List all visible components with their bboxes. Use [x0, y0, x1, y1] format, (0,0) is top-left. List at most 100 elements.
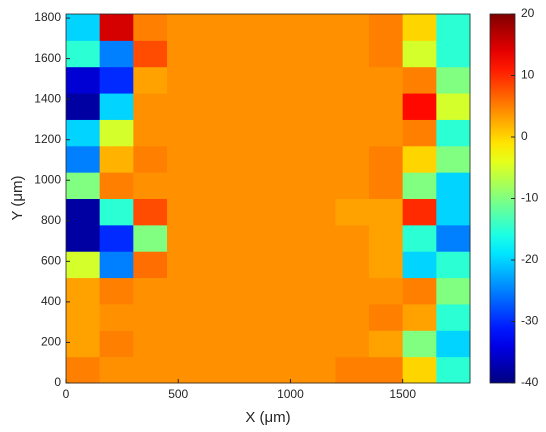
- heat-cell: [200, 330, 235, 358]
- heat-cell: [268, 251, 303, 279]
- colorbar-tick-label: 20: [521, 6, 535, 20]
- heat-cell: [99, 224, 134, 252]
- heat-cell: [268, 93, 303, 120]
- heat-cell: [268, 224, 303, 252]
- heat-cell: [369, 330, 404, 358]
- heat-cell: [301, 330, 336, 358]
- colorbar-tick-label: -30: [521, 314, 539, 328]
- heat-cell: [436, 119, 471, 147]
- heat-cell: [335, 14, 370, 41]
- heat-cell: [133, 145, 168, 173]
- heat-cell: [200, 119, 235, 147]
- colorbar-tick-label: 10: [521, 68, 535, 82]
- y-tick-label: 1800: [34, 10, 61, 24]
- heat-cell: [133, 303, 168, 331]
- heat-cell: [402, 198, 437, 226]
- heat-cell: [66, 172, 101, 199]
- heat-cell: [234, 356, 269, 384]
- heat-cell: [436, 66, 471, 94]
- heat-cell: [234, 330, 269, 358]
- heat-cell: [335, 330, 370, 358]
- heat-cell: [167, 172, 202, 199]
- x-tick-label: 1500: [389, 387, 416, 401]
- heat-cell: [234, 40, 269, 68]
- heat-cell: [133, 198, 168, 226]
- heat-cell: [335, 93, 370, 120]
- heat-cell: [167, 224, 202, 252]
- x-axis-label: X (μm): [245, 409, 290, 426]
- y-tick-label: 1000: [34, 172, 61, 186]
- heat-cell: [234, 93, 269, 120]
- heat-cell: [167, 40, 202, 68]
- heat-cell: [402, 66, 437, 94]
- heat-cell: [99, 251, 134, 279]
- heat-cell: [234, 251, 269, 279]
- heat-cell: [66, 224, 101, 252]
- heat-cell: [436, 14, 471, 41]
- heat-cell: [133, 172, 168, 199]
- y-tick-label: 600: [41, 254, 61, 268]
- heat-cell: [402, 93, 437, 120]
- heat-cell: [301, 172, 336, 199]
- heat-cell: [99, 303, 134, 331]
- heat-cell: [133, 40, 168, 68]
- heat-cell: [402, 356, 437, 384]
- heat-cell: [369, 198, 404, 226]
- heat-cell: [335, 40, 370, 68]
- heat-cell: [301, 40, 336, 68]
- y-tick-label: 800: [41, 213, 61, 227]
- heat-cell: [167, 93, 202, 120]
- colorbar: [489, 13, 516, 384]
- heat-cell: [234, 145, 269, 173]
- heat-cell: [167, 330, 202, 358]
- heat-cell: [268, 198, 303, 226]
- heat-cell: [268, 145, 303, 173]
- heat-cell: [99, 66, 134, 94]
- colorbar-tick-label: -40: [521, 375, 539, 389]
- heat-cell: [200, 145, 235, 173]
- heat-cell: [99, 145, 134, 173]
- heat-cell: [167, 145, 202, 173]
- heat-cell: [268, 303, 303, 331]
- heat-cell: [436, 145, 471, 173]
- heat-cell: [402, 40, 437, 68]
- x-tick-label: 0: [63, 387, 70, 401]
- heat-cell: [200, 303, 235, 331]
- heat-cell: [66, 66, 101, 94]
- heat-cell: [436, 172, 471, 199]
- heat-cell: [66, 277, 101, 305]
- heat-cell: [402, 277, 437, 305]
- heat-cell: [369, 145, 404, 173]
- heat-cell: [402, 14, 437, 41]
- heat-cell: [133, 224, 168, 252]
- heat-cell: [436, 93, 471, 120]
- heat-cell: [66, 93, 101, 120]
- heat-cell: [66, 14, 101, 41]
- heat-cell: [369, 251, 404, 279]
- heat-cell: [66, 330, 101, 358]
- heat-cell: [234, 119, 269, 147]
- heat-cell: [268, 277, 303, 305]
- heat-cell: [301, 93, 336, 120]
- heat-cell: [402, 224, 437, 252]
- heat-cell: [369, 93, 404, 120]
- heat-cell: [133, 93, 168, 120]
- heat-cell: [301, 303, 336, 331]
- y-axis-label: Y (μm): [9, 175, 26, 220]
- heat-cell: [167, 14, 202, 41]
- heat-cell: [402, 251, 437, 279]
- heat-cell: [66, 145, 101, 173]
- heat-cell: [268, 40, 303, 68]
- heat-cell: [301, 251, 336, 279]
- heat-cell: [369, 277, 404, 305]
- y-tick-label: 1200: [34, 132, 61, 146]
- heat-cell: [133, 356, 168, 384]
- heat-cell: [335, 356, 370, 384]
- heat-cell: [99, 119, 134, 147]
- heat-cell: [167, 277, 202, 305]
- heat-cell: [301, 198, 336, 226]
- heat-cell: [335, 277, 370, 305]
- x-tick-label: 1000: [277, 387, 304, 401]
- heat-cell: [133, 330, 168, 358]
